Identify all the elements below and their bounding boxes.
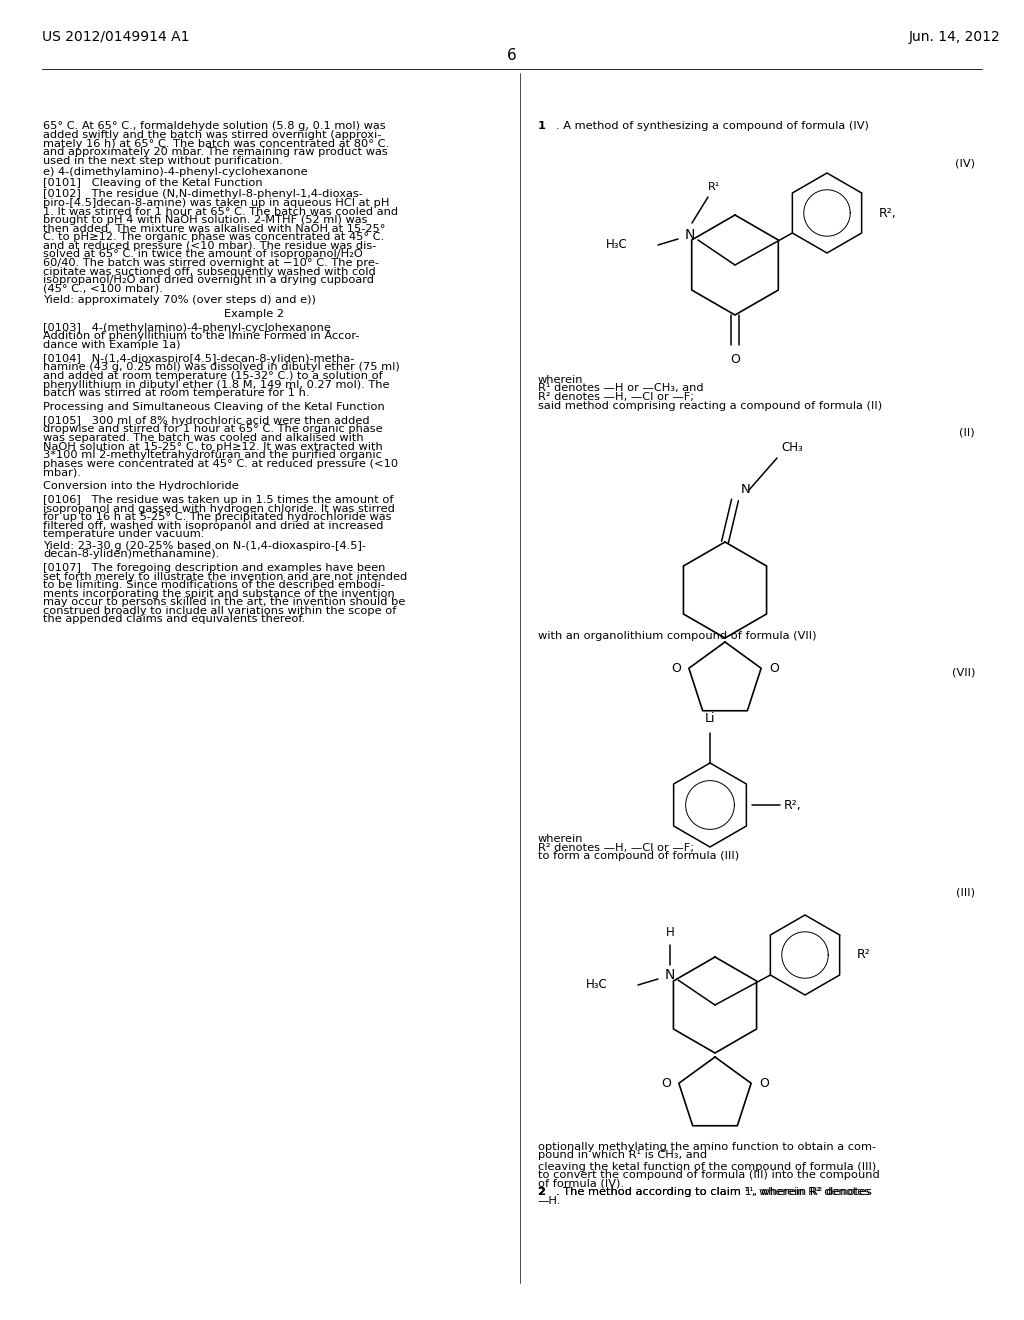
Text: 65° C. At 65° C., formaldehyde solution (5.8 g, 0.1 mol) was: 65° C. At 65° C., formaldehyde solution … bbox=[43, 121, 386, 132]
Text: [0105]   300 ml of 8% hydrochloric acid were then added: [0105] 300 ml of 8% hydrochloric acid we… bbox=[43, 416, 370, 426]
Text: C. to pH≥12. The organic phase was concentrated at 45° C.: C. to pH≥12. The organic phase was conce… bbox=[43, 232, 384, 243]
Text: Conversion into the Hydrochloride: Conversion into the Hydrochloride bbox=[43, 482, 239, 491]
Text: isopropanol/H₂O and dried overnight in a drying cupboard: isopropanol/H₂O and dried overnight in a… bbox=[43, 276, 374, 285]
Text: R²,: R², bbox=[879, 206, 897, 219]
Text: e) 4-(dimethylamino)-4-phenyl-cyclohexanone: e) 4-(dimethylamino)-4-phenyl-cyclohexan… bbox=[43, 168, 307, 177]
Text: and added at room temperature (15-32° C.) to a solution of: and added at room temperature (15-32° C.… bbox=[43, 371, 383, 381]
Text: (IV): (IV) bbox=[955, 158, 975, 169]
Text: [0107]   The foregoing description and examples have been: [0107] The foregoing description and exa… bbox=[43, 562, 385, 573]
Text: (VII): (VII) bbox=[951, 668, 975, 678]
Text: mately 16 h) at 65° C. The batch was concentrated at 80° C.: mately 16 h) at 65° C. The batch was con… bbox=[43, 139, 389, 149]
Text: R² denotes —H, —Cl or —F;: R² denotes —H, —Cl or —F; bbox=[538, 392, 693, 403]
Text: of formula (IV).: of formula (IV). bbox=[538, 1179, 624, 1189]
Text: O: O bbox=[730, 352, 740, 366]
Text: said method comprising reacting a compound of formula (II): said method comprising reacting a compou… bbox=[538, 401, 882, 411]
Text: for up to 16 h at 5-25° C. The precipitated hydrochloride was: for up to 16 h at 5-25° C. The precipita… bbox=[43, 512, 391, 523]
Text: [0101]   Cleaving of the Ketal Function: [0101] Cleaving of the Ketal Function bbox=[43, 178, 262, 189]
Text: to convert the compound of formula (III) into the compound: to convert the compound of formula (III)… bbox=[538, 1170, 880, 1180]
Text: dropwise and stirred for 1 hour at 65° C. The organic phase: dropwise and stirred for 1 hour at 65° C… bbox=[43, 425, 383, 434]
Text: brought to pH 4 with NaOH solution. 2-MTHF (52 ml) was: brought to pH 4 with NaOH solution. 2-MT… bbox=[43, 215, 368, 226]
Text: cipitate was suctioned off, subsequently washed with cold: cipitate was suctioned off, subsequently… bbox=[43, 267, 376, 277]
Text: —H.: —H. bbox=[538, 1196, 561, 1206]
Text: was separated. The batch was cooled and alkalised with: was separated. The batch was cooled and … bbox=[43, 433, 364, 444]
Text: H₃C: H₃C bbox=[606, 239, 628, 252]
Text: 6: 6 bbox=[507, 48, 517, 63]
Text: [0104]   N-(1,4-dioxaspiro[4.5]-decan-8-yliden)-metha-: [0104] N-(1,4-dioxaspiro[4.5]-decan-8-yl… bbox=[43, 354, 354, 364]
Text: solved at 65° C. in twice the amount of isopropanol/H₂O: solved at 65° C. in twice the amount of … bbox=[43, 249, 362, 260]
Text: decan-8-yliden)methanamine).: decan-8-yliden)methanamine). bbox=[43, 549, 219, 560]
Text: O: O bbox=[660, 1077, 671, 1090]
Text: optionally methylating the amino function to obtain a com-: optionally methylating the amino functio… bbox=[538, 1142, 876, 1152]
Text: R²: R² bbox=[857, 949, 870, 961]
Text: NaOH solution at 15-25° C. to pH≥12. It was extracted with: NaOH solution at 15-25° C. to pH≥12. It … bbox=[43, 441, 383, 451]
Text: added swiftly and the batch was stirred overnight (approxi-: added swiftly and the batch was stirred … bbox=[43, 131, 381, 140]
Text: the appended claims and equivalents thereof.: the appended claims and equivalents ther… bbox=[43, 615, 305, 624]
Text: . A method of synthesizing a compound of formula (IV): . A method of synthesizing a compound of… bbox=[556, 121, 868, 132]
Text: with an organolithium compound of formula (VII): with an organolithium compound of formul… bbox=[538, 631, 816, 642]
Text: (45° C., <100 mbar).: (45° C., <100 mbar). bbox=[43, 284, 163, 294]
Text: phases were concentrated at 45° C. at reduced pressure (<10: phases were concentrated at 45° C. at re… bbox=[43, 458, 398, 469]
Text: Yield: 23-30 g (20-25% based on N-(1,4-dioxaspiro-[4.5]-: Yield: 23-30 g (20-25% based on N-(1,4-d… bbox=[43, 541, 366, 550]
Text: US 2012/0149914 A1: US 2012/0149914 A1 bbox=[42, 30, 189, 44]
Text: and approximately 20 mbar. The remaining raw product was: and approximately 20 mbar. The remaining… bbox=[43, 148, 388, 157]
Text: R² denotes —H, —Cl or —F;: R² denotes —H, —Cl or —F; bbox=[538, 842, 693, 853]
Text: Example 2: Example 2 bbox=[224, 309, 284, 319]
Text: 3*100 ml 2-methyltetrahydrofuran and the purified organic: 3*100 ml 2-methyltetrahydrofuran and the… bbox=[43, 450, 382, 461]
Text: [0106]   The residue was taken up in 1.5 times the amount of: [0106] The residue was taken up in 1.5 t… bbox=[43, 495, 393, 506]
Text: 1. It was stirred for 1 hour at 65° C. The batch was cooled and: 1. It was stirred for 1 hour at 65° C. T… bbox=[43, 206, 398, 216]
Text: N: N bbox=[741, 483, 751, 496]
Text: Processing and Simultaneous Cleaving of the Ketal Function: Processing and Simultaneous Cleaving of … bbox=[43, 401, 385, 412]
Text: piro-[4.5]decan-8-amine) was taken up in aqueous HCl at pH: piro-[4.5]decan-8-amine) was taken up in… bbox=[43, 198, 389, 209]
Text: O: O bbox=[671, 661, 681, 675]
Text: used in the next step without purification.: used in the next step without purificati… bbox=[43, 156, 283, 166]
Text: (II): (II) bbox=[959, 428, 975, 438]
Text: filtered off, washed with isopropanol and dried at increased: filtered off, washed with isopropanol an… bbox=[43, 521, 384, 531]
Text: and at reduced pressure (<10 mbar). The residue was dis-: and at reduced pressure (<10 mbar). The … bbox=[43, 242, 377, 251]
Text: H₃C: H₃C bbox=[587, 978, 608, 991]
Text: Jun. 14, 2012: Jun. 14, 2012 bbox=[908, 30, 1000, 44]
Text: ments incorporating the spirit and substance of the invention: ments incorporating the spirit and subst… bbox=[43, 589, 395, 599]
Text: CH₃: CH₃ bbox=[781, 441, 803, 454]
Text: [0102]   The residue (N,N-dimethyl-8-phenyl-1,4-dioxas-: [0102] The residue (N,N-dimethyl-8-pheny… bbox=[43, 190, 362, 199]
Text: to be limiting. Since modifications of the described embodi-: to be limiting. Since modifications of t… bbox=[43, 581, 385, 590]
Text: H: H bbox=[666, 927, 675, 939]
Text: isopropanol and gassed with hydrogen chloride. It was stirred: isopropanol and gassed with hydrogen chl… bbox=[43, 503, 395, 513]
Text: N: N bbox=[665, 968, 675, 982]
Text: O: O bbox=[759, 1077, 769, 1090]
Text: Li: Li bbox=[705, 711, 715, 725]
Text: temperature under vacuum.: temperature under vacuum. bbox=[43, 529, 205, 540]
Text: 1: 1 bbox=[538, 121, 546, 132]
Text: . The method according to claim 1, wherein R² denotes: . The method according to claim 1, where… bbox=[556, 1188, 869, 1197]
Text: to form a compound of formula (III): to form a compound of formula (III) bbox=[538, 851, 738, 862]
Text: Yield: approximately 70% (over steps d) and e)): Yield: approximately 70% (over steps d) … bbox=[43, 296, 315, 305]
Text: wherein: wherein bbox=[538, 375, 583, 385]
Text: . The method according to claim ¹¹, wherein R² denotes: . The method according to claim ¹¹, wher… bbox=[556, 1188, 871, 1197]
Text: (III): (III) bbox=[956, 887, 975, 898]
Text: R¹: R¹ bbox=[708, 182, 720, 191]
Text: namine (43 g, 0.25 mol) was dissolved in dibutyl ether (75 ml): namine (43 g, 0.25 mol) was dissolved in… bbox=[43, 363, 399, 372]
Text: N: N bbox=[685, 228, 695, 242]
Text: R²,: R², bbox=[784, 799, 802, 812]
Text: 2: 2 bbox=[538, 1188, 546, 1197]
Text: R¹ denotes —H or —CH₃, and: R¹ denotes —H or —CH₃, and bbox=[538, 383, 703, 393]
Text: construed broadly to include all variations within the scope of: construed broadly to include all variati… bbox=[43, 606, 396, 616]
Text: pound in which R¹ is CH₃, and: pound in which R¹ is CH₃, and bbox=[538, 1151, 707, 1160]
Text: wherein: wherein bbox=[538, 834, 583, 845]
Text: dance with Example 1a): dance with Example 1a) bbox=[43, 341, 180, 350]
Text: [0103]   4-(methylamino)-4-phenyl-cyclohexanone: [0103] 4-(methylamino)-4-phenyl-cyclohex… bbox=[43, 323, 331, 333]
Text: may occur to persons skilled in the art, the invention should be: may occur to persons skilled in the art,… bbox=[43, 597, 406, 607]
Text: batch was stirred at room temperature for 1 h.: batch was stirred at room temperature fo… bbox=[43, 388, 309, 399]
Text: 60/40. The batch was stirred overnight at −10° C. The pre-: 60/40. The batch was stirred overnight a… bbox=[43, 259, 379, 268]
Text: mbar).: mbar). bbox=[43, 467, 81, 478]
Text: phenyllithium in dibutyl ether (1.8 M, 149 ml, 0.27 mol). The: phenyllithium in dibutyl ether (1.8 M, 1… bbox=[43, 380, 389, 389]
Text: Addition of phenyllithium to the Imine Formed in Accor-: Addition of phenyllithium to the Imine F… bbox=[43, 331, 359, 342]
Text: 2: 2 bbox=[538, 1188, 546, 1197]
Text: set forth merely to illustrate the invention and are not intended: set forth merely to illustrate the inven… bbox=[43, 572, 408, 582]
Text: then added. The mixture was alkalised with NaOH at 15-25°: then added. The mixture was alkalised wi… bbox=[43, 223, 385, 234]
Text: O: O bbox=[769, 661, 779, 675]
Text: cleaving the ketal function of the compound of formula (III): cleaving the ketal function of the compo… bbox=[538, 1162, 876, 1172]
